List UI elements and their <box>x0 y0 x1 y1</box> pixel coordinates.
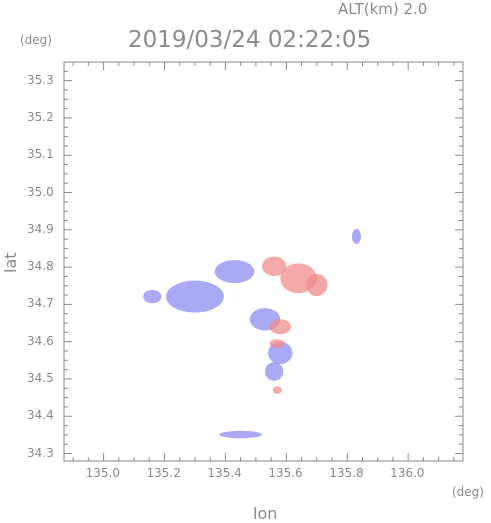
y-tick-label: 34.5 <box>27 370 54 385</box>
data-region-negative-1 <box>166 280 224 313</box>
data-region-positive-3 <box>261 256 287 277</box>
y-tick-label: 34.8 <box>27 259 54 274</box>
x-tick-label: 135.8 <box>329 466 364 480</box>
y-tick-label: 34.4 <box>27 408 54 423</box>
x-tick-label: 135.0 <box>85 466 120 480</box>
y-tick-label: 35.0 <box>27 184 54 199</box>
x-tick-label: 135.2 <box>146 466 181 480</box>
data-region-negative-11 <box>265 362 284 381</box>
data-region-negative-13 <box>219 430 262 439</box>
y-unit-label: (deg) <box>20 33 52 47</box>
y-tick-label: 35.1 <box>27 147 54 162</box>
y-tick-label: 34.3 <box>27 445 54 460</box>
y-tick-label: 34.9 <box>27 221 54 236</box>
y-tick-label: 34.7 <box>27 296 54 311</box>
y-tick-label: 34.6 <box>27 333 54 348</box>
data-region-positive-10 <box>269 339 285 349</box>
y-tick-label: 35.2 <box>27 109 54 124</box>
y-axis-label: lat <box>1 252 20 273</box>
data-region-positive-8 <box>269 319 291 335</box>
data-region-negative-6 <box>351 229 361 244</box>
x-unit-label: (deg) <box>452 485 484 499</box>
plot-frame <box>63 61 464 462</box>
axis-ticks <box>64 61 463 461</box>
data-region-positive-12 <box>272 386 282 394</box>
data-region-negative-2 <box>214 260 255 284</box>
data-region-positive-5 <box>306 273 328 297</box>
y-tick-label: 35.3 <box>27 72 54 87</box>
x-axis-label: lon <box>253 504 278 523</box>
x-tick-label: 135.4 <box>207 466 242 480</box>
data-regions <box>143 229 361 439</box>
data-region-negative-0 <box>143 289 162 304</box>
altitude-label: ALT(km) 2.0 <box>338 0 428 18</box>
timestamp-title: 2019/03/24 02:22:05 <box>128 27 372 53</box>
x-tick-label: 135.6 <box>268 466 303 480</box>
x-tick-label: 136.0 <box>390 466 425 480</box>
